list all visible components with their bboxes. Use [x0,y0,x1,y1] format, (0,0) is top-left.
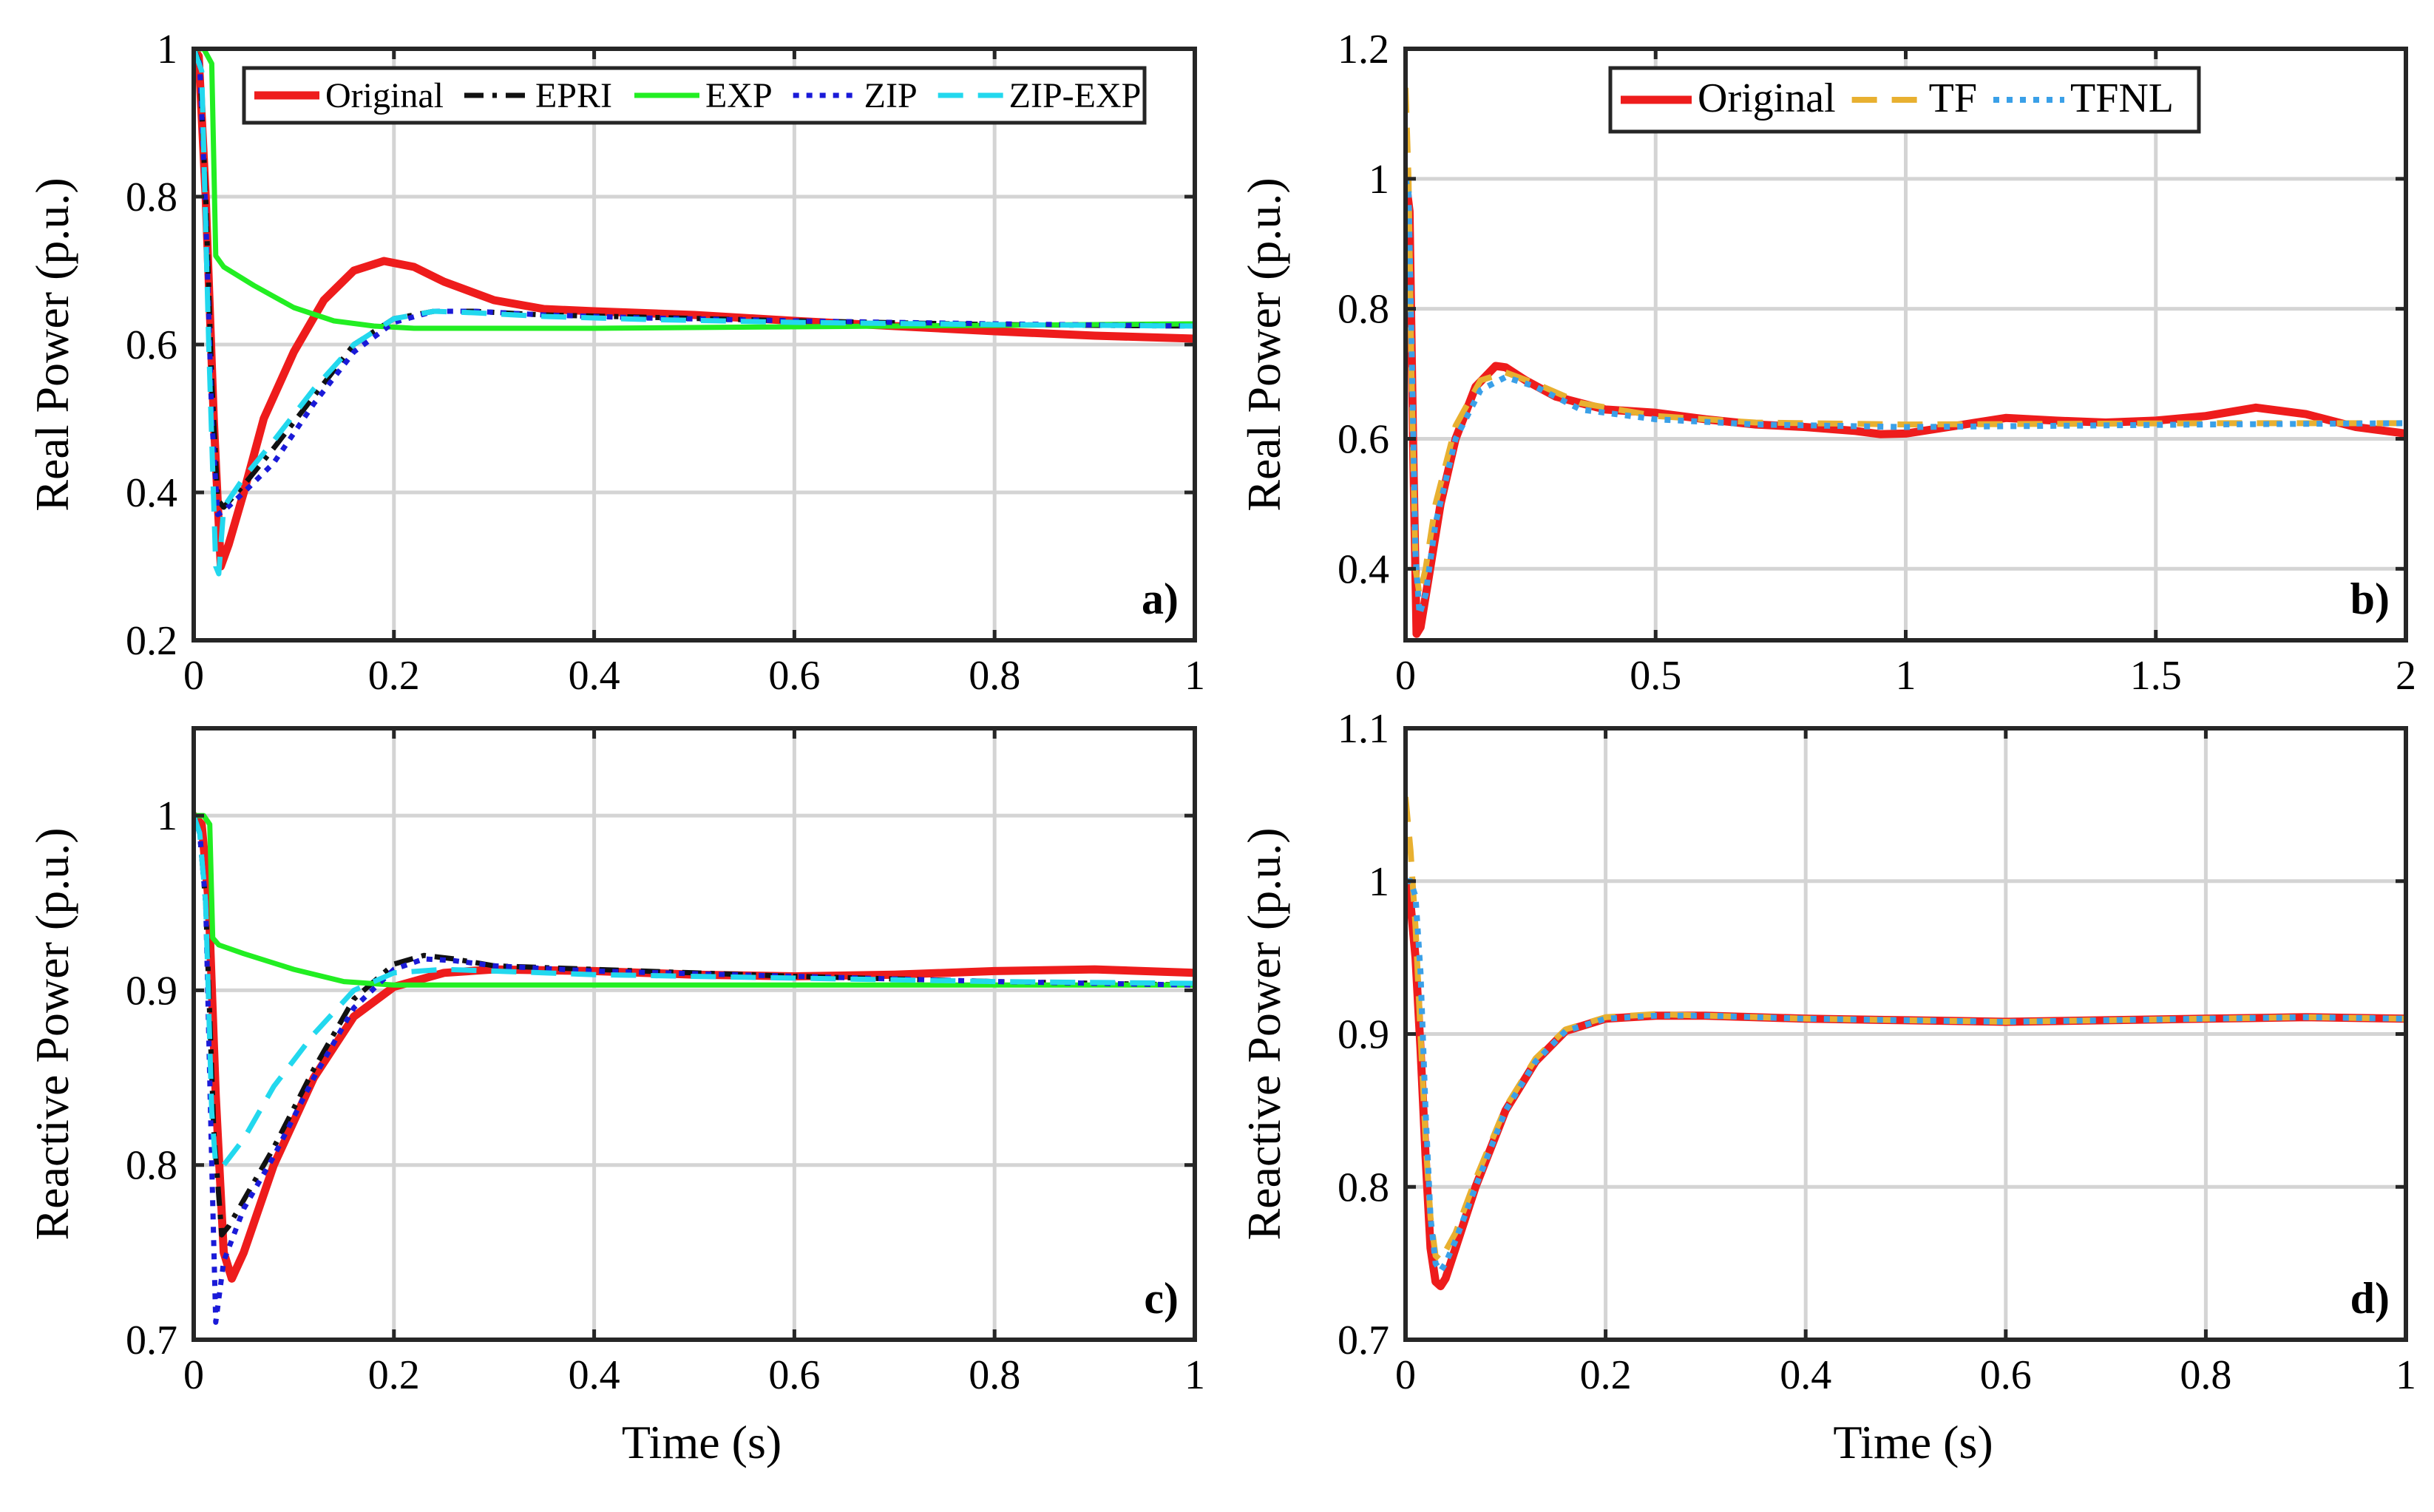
panel-b: 0 0.5 1 1.5 2 0.4 0.6 0.8 1 1.2 Real Power (p.u.) b… [1238,27,2416,699]
legend-label: EXP [705,76,773,115]
x-tick-label: 2 [2396,653,2416,699]
y-tick-label: 0.2 [126,618,177,664]
legend-label: ZIP-EXP [1009,76,1142,115]
x-tick-label: 0 [1395,1352,1416,1398]
series-group-b [1406,87,2406,638]
x-tick-label: 1 [1184,653,1205,699]
x-tick-label: 0.5 [1630,653,1681,699]
panel-d: 0 0.2 0.4 0.6 0.8 1 0.7 0.8 0.9 1 1.1 Reactive Powe… [1238,706,2416,1468]
legend-a: Original EPRI EXP ZIP ZIP-EXP [242,66,1147,125]
y-axis-label: Reactive Power (p.u.) [26,827,78,1240]
x-tick-label: 0.6 [768,1352,820,1398]
panel-tag: a) [1142,574,1179,623]
legend-label: ZIP [864,76,918,115]
series-line-zip-exp [194,49,1195,577]
legend-b: Original TF TFNL [1608,66,2201,134]
y-tick-label: 1 [157,793,177,839]
x-axis-label: Time (s) [622,1416,782,1468]
series-line-tfnl [1406,878,2406,1274]
series-line-original [194,811,1195,1283]
x-tick-label: 0.6 [1980,1352,2032,1398]
x-tick-label: 0.6 [768,653,820,699]
y-tick-label: 0.7 [126,1318,177,1363]
x-axis-label: Time (s) [1833,1416,1993,1468]
x-tick-label: 0.4 [569,1352,620,1398]
panel-tag: c) [1144,1274,1179,1323]
legend-label: TF [1929,75,1977,121]
y-tick-label: 0.8 [1338,287,1389,333]
axes-box-c [191,726,1197,1342]
panel-c: 0 0.2 0.4 0.6 0.8 1 0.7 0.8 0.9 1 Reactive Power (… [26,726,1205,1468]
legend-label: Original [325,76,444,115]
x-tick-label: 0.2 [1580,1352,1632,1398]
y-axis-label: Real Power (p.u.) [26,177,78,511]
y-tick-label: 1.1 [1338,706,1389,752]
x-tick-label: 0.2 [368,1352,420,1398]
y-tick-label: 0.9 [126,968,177,1014]
x-tick-label: 0.8 [969,653,1020,699]
y-tick-label: 1 [157,27,177,72]
x-tick-label: 1.5 [2130,653,2182,699]
y-tick-label: 0.4 [1338,546,1389,592]
series-group-a [194,49,1195,577]
series-line-exp [194,813,1195,988]
x-tick-label: 0.4 [1780,1352,1831,1398]
y-tick-label: 0.9 [1338,1012,1389,1058]
series-line-tfnl [1406,177,2406,617]
x-tick-label: 1 [1184,1352,1205,1398]
panel-tag: d) [2350,1274,2390,1323]
y-tick-label: 0.7 [1338,1318,1389,1363]
x-tick-label: 0.8 [969,1352,1020,1398]
x-tick-label: 0 [1395,653,1416,699]
panel-tag: b) [2350,574,2390,623]
series-line-zip [194,814,1195,1325]
legend-label: EPRI [535,76,612,115]
series-group-d [1406,796,2406,1291]
y-axis-label: Real Power (p.u.) [1238,177,1290,511]
y-tick-label: 1 [1369,157,1389,203]
series-line-exp [194,49,1195,331]
plot-area-c [194,728,1195,1340]
x-tick-label: 0.8 [2180,1352,2231,1398]
y-tick-label: 0.8 [1338,1164,1389,1210]
series-group-c [194,811,1195,1325]
y-tick-label: 1 [1369,859,1389,905]
y-tick-label: 0.8 [126,1143,177,1189]
x-tick-label: 0.4 [569,653,620,699]
x-tick-label: 0.2 [368,653,420,699]
y-tick-label: 0.6 [1338,416,1389,462]
y-tick-label: 1.2 [1338,27,1389,72]
y-tick-label: 0.4 [126,470,177,516]
series-line-tf [1406,87,2406,598]
y-tick-label: 0.8 [126,174,177,220]
x-tick-label: 0 [183,1352,204,1398]
y-tick-label: 0.6 [126,322,177,368]
series-line-zip-exp [194,814,1195,1168]
legend-label: Original [1698,75,1836,121]
x-tick-label: 0 [183,653,204,699]
x-tick-label: 1 [1896,653,1916,699]
legend-label: TFNL [2070,75,2174,121]
x-tick-label: 1 [2396,1352,2416,1398]
y-axis-label: Reactive Power (p.u.) [1238,827,1290,1240]
